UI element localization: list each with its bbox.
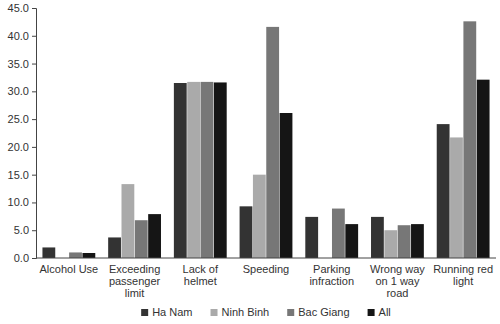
bar [82, 253, 95, 258]
y-tick: 35.0 [8, 58, 36, 70]
y-tick-label: 30.0 [8, 85, 29, 97]
x-tick: Lack ofhelmet [183, 258, 219, 287]
bar [240, 206, 253, 258]
bar [69, 252, 82, 258]
bar [477, 80, 490, 258]
y-tick-mark [32, 175, 36, 176]
series-bars [82, 80, 489, 258]
y-tick: 30.0 [8, 85, 36, 97]
y-tick: 25.0 [8, 113, 36, 125]
plot-area: 0.0 5.0 10.0 15.0 20.0 25.0 30.0 35.0 40.0 45.0 Al… [8, 2, 496, 299]
bar [187, 82, 200, 258]
bar [42, 247, 55, 258]
legend-item: Ninh Binh [211, 306, 270, 318]
bar [463, 21, 476, 258]
x-tick-label: Exceedingpassengerlimit [109, 263, 161, 299]
y-tick-label: 20.0 [8, 141, 29, 153]
series-bars [122, 82, 463, 258]
legend-swatch [211, 309, 218, 316]
y-tick: 45.0 [8, 2, 36, 14]
bar [135, 220, 148, 258]
y-tick: 40.0 [8, 30, 36, 42]
bar [108, 237, 121, 258]
bar [371, 217, 384, 258]
y-tick-mark [32, 258, 36, 259]
y-tick-label: 0.0 [14, 252, 29, 264]
y-tick-label: 45.0 [8, 2, 29, 14]
x-tick-label: Speeding [243, 263, 290, 275]
x-tick: Wrong wayon 1 wayroad [370, 258, 425, 299]
y-tick: 0.0 [14, 252, 36, 264]
series-bars [69, 21, 476, 258]
y-tick-mark [32, 119, 36, 120]
x-tick-label: Running redlight [433, 263, 493, 287]
x-tick-label: Alcohol Use [40, 263, 99, 275]
bar [201, 82, 214, 258]
x-tick: Alcohol Use [40, 258, 99, 275]
y-tick: 20.0 [8, 141, 36, 153]
bar [305, 217, 318, 258]
legend-swatch [141, 309, 148, 316]
x-tick-label: Parkinginfraction [309, 263, 354, 287]
y-tick: 5.0 [14, 224, 36, 236]
legend-item: Bac Giang [287, 306, 349, 318]
x-axis-line [36, 258, 496, 259]
y-tick-label: 5.0 [14, 224, 29, 236]
legend-label: Ninh Binh [222, 306, 270, 318]
legend: Ha Nam Ninh Binh Bac Giang All [141, 306, 391, 318]
legend-label: Ha Nam [152, 306, 192, 318]
y-tick: 10.0 [8, 196, 36, 208]
bar [437, 124, 450, 258]
bars [42, 21, 489, 258]
bar [214, 82, 227, 258]
legend-swatch [287, 309, 294, 316]
bar [450, 137, 463, 258]
legend-item: Ha Nam [141, 306, 192, 318]
y-tick-label: 35.0 [8, 58, 29, 70]
bar [253, 175, 266, 258]
x-axis: Alcohol Use Exceedingpassengerlimit Lack o… [36, 258, 496, 299]
x-tick: Running redlight [433, 258, 493, 287]
x-tick: Speeding [243, 258, 290, 275]
bar [332, 209, 345, 258]
bar [174, 83, 187, 258]
bar [411, 224, 424, 258]
y-tick-label: 25.0 [8, 113, 29, 125]
y-tick-mark [32, 36, 36, 37]
y-tick: 15.0 [8, 169, 36, 181]
legend-label: All [379, 306, 391, 318]
legend-label: Bac Giang [298, 306, 349, 318]
y-tick-mark [32, 230, 36, 231]
y-axis-line [32, 9, 37, 259]
bar [398, 225, 411, 258]
y-tick-mark [32, 64, 36, 65]
x-tick-label: Wrong wayon 1 wayroad [370, 263, 425, 299]
x-tick: Parkinginfraction [309, 258, 354, 287]
legend-item: All [368, 306, 391, 318]
y-axis: 0.0 5.0 10.0 15.0 20.0 25.0 30.0 35.0 40.0 45.0 [8, 2, 37, 264]
bar [345, 224, 358, 258]
bar [384, 230, 397, 258]
y-tick-mark [32, 91, 36, 92]
y-tick-label: 15.0 [8, 169, 29, 181]
y-tick-mark [32, 147, 36, 148]
legend-swatch [368, 309, 375, 316]
y-tick-mark [32, 202, 36, 203]
bar [280, 113, 293, 258]
x-tick-label: Lack ofhelmet [183, 263, 219, 287]
y-tick-mark [32, 8, 36, 9]
x-tick: Exceedingpassengerlimit [109, 258, 161, 299]
bar [266, 27, 279, 258]
chart: 0.0 5.0 10.0 15.0 20.0 25.0 30.0 35.0 40.0 45.0 Al… [0, 0, 500, 324]
y-tick-label: 40.0 [8, 30, 29, 42]
y-tick-label: 10.0 [8, 196, 29, 208]
series-bars [42, 83, 449, 258]
bar [148, 214, 161, 258]
bar [122, 184, 135, 258]
